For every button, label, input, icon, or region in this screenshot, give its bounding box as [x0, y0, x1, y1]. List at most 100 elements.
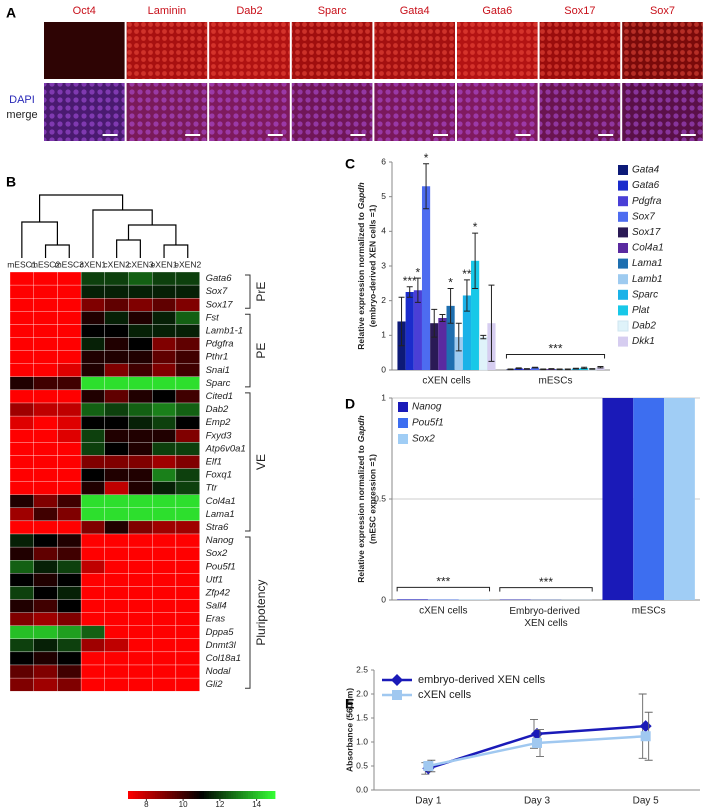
dendrogram	[21, 194, 189, 258]
heatmap-cell	[152, 298, 177, 312]
marker-label: Sox17	[564, 5, 595, 17]
significance-bracket	[499, 587, 593, 592]
heatmap-cell	[57, 389, 82, 404]
error-bar	[455, 322, 462, 352]
row-label: Col18a1	[206, 653, 241, 664]
heatmap-cell	[152, 311, 177, 325]
significance: ***	[403, 274, 417, 288]
y-axis-title-part: Relative expression normalized to	[356, 212, 366, 349]
y-tick-label: 1.0	[356, 736, 368, 746]
heatmap-cell	[104, 586, 129, 600]
row-label: Ttr	[206, 483, 218, 494]
legend-swatch	[618, 196, 628, 207]
heatmap-cell	[9, 350, 34, 364]
legend-label: Sox17	[632, 227, 661, 238]
significance: *	[424, 151, 429, 165]
row-label: Zfp42	[205, 587, 231, 598]
heatmap-cell	[33, 520, 58, 535]
error-bar	[515, 367, 522, 370]
heatmap-cell	[9, 337, 34, 351]
colorbar-swatch	[154, 791, 158, 799]
legend-label: Lama1	[632, 258, 663, 269]
heatmap-cell	[9, 507, 34, 522]
heatmap-cell	[33, 625, 58, 639]
heatmap-cell	[175, 507, 200, 522]
error-bar	[488, 284, 495, 362]
heatmap-cell	[175, 494, 200, 508]
panel-letter: E	[345, 696, 354, 712]
colorbar-tick-label: 14	[252, 800, 261, 809]
heatmap-cell	[80, 481, 105, 495]
heatmap-cell	[57, 586, 82, 600]
x-tick-label: cXEN cells	[422, 376, 470, 387]
heatmap-cell	[80, 546, 105, 561]
marker-label: Oct4	[73, 5, 96, 17]
error-bar	[480, 334, 487, 340]
row-label: Gata6	[206, 273, 233, 284]
row-label: Lama1	[206, 509, 235, 520]
significance: *	[448, 276, 453, 290]
heatmap-cell	[9, 481, 34, 495]
micrograph-texture	[44, 83, 125, 141]
heatmap-cell	[33, 350, 58, 364]
error-bar	[447, 288, 454, 324]
y-tick-label: 0.0	[356, 784, 368, 794]
heatmap-cell	[57, 520, 82, 535]
row-label: Snai1	[206, 365, 230, 376]
colorbar-swatch	[226, 791, 229, 799]
heatmap-cell	[33, 415, 58, 430]
legend-swatch	[618, 227, 628, 238]
heatmap-cell	[152, 350, 177, 364]
heatmap-cell	[33, 311, 58, 325]
marker-label: Laminin	[148, 5, 187, 17]
group-bracket	[245, 392, 251, 532]
legend-label: Nanog	[412, 402, 442, 413]
point	[423, 761, 434, 771]
heatmap-cell	[104, 573, 129, 587]
heatmap-cell	[104, 429, 129, 443]
micrograph-texture	[539, 22, 621, 79]
colorbar-swatch	[147, 791, 151, 799]
heatmap-cell	[152, 271, 177, 286]
row-label: Lamb1-1	[206, 325, 244, 336]
colorbar-swatch	[199, 791, 202, 799]
micrograph-texture	[126, 22, 208, 79]
row-label: Emp2	[206, 417, 232, 428]
heatmap-cell	[104, 402, 129, 417]
heatmap-cell	[152, 573, 177, 587]
heatmap-cell	[128, 284, 153, 299]
colorbar-swatch	[150, 791, 153, 799]
heatmap-cell	[175, 350, 200, 364]
panel-letter: C	[345, 156, 355, 172]
micrograph-texture	[622, 22, 703, 79]
heatmap-cell	[128, 677, 153, 692]
y-axis-title-part: Relative expression normalized to	[356, 445, 366, 582]
heatmap-cell	[104, 507, 129, 522]
heatmap-cell	[57, 324, 82, 338]
heatmap-cell	[175, 363, 200, 377]
colorbar-swatch	[252, 791, 256, 799]
colorbar-tick-label: 10	[179, 800, 188, 809]
significance: **	[462, 267, 472, 281]
heatmap-cell	[57, 468, 82, 482]
y-tick-label: 5	[381, 191, 386, 201]
marker-label: Gata4	[400, 5, 430, 17]
error-bar	[556, 368, 563, 371]
heatmap-cell	[175, 311, 200, 325]
micrograph-texture	[209, 83, 290, 141]
heatmap-cell	[9, 324, 34, 338]
heatmap-cell	[152, 324, 177, 338]
colorbar-swatch	[196, 791, 200, 799]
error-bar	[472, 232, 479, 290]
heatmap-cell	[9, 612, 34, 626]
y-tick-label: 0	[381, 594, 386, 604]
heatmap-cell	[9, 389, 34, 404]
heatmap-cell	[175, 573, 200, 587]
heatmap-cell	[175, 337, 200, 351]
overlay-label: merge	[6, 109, 37, 121]
heatmap-cell	[80, 468, 105, 482]
heatmap-cell	[104, 520, 129, 535]
column-label: mESC1	[7, 259, 37, 269]
heatmap-cell	[57, 560, 82, 574]
bar	[454, 337, 463, 370]
